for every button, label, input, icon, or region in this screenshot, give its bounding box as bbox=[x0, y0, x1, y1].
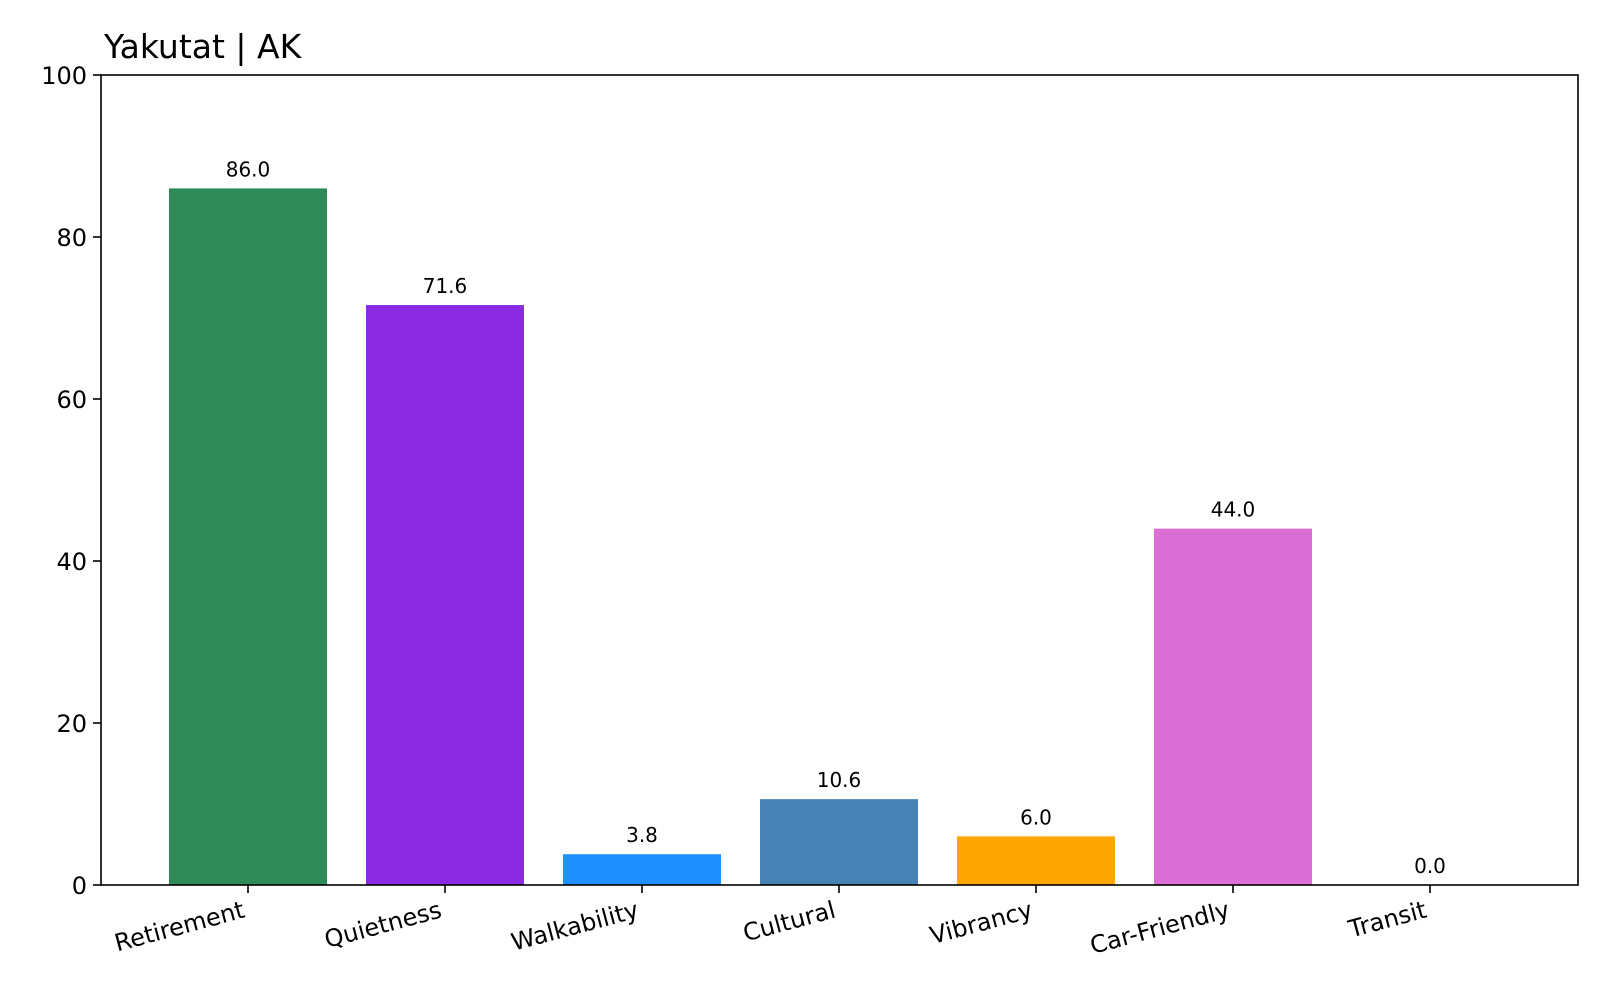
bars-layer bbox=[169, 188, 1312, 885]
bar-quietness bbox=[366, 305, 524, 885]
x-tick-label: Transit bbox=[1345, 896, 1430, 944]
data-label: 44.0 bbox=[1211, 498, 1256, 522]
y-tick-label: 20 bbox=[56, 710, 87, 738]
data-label: 10.6 bbox=[817, 768, 862, 792]
y-axis: 0 20 40 60 80 100 bbox=[41, 62, 101, 900]
x-axis: Retirement Quietness Walkability Cultural Vi… bbox=[112, 885, 1431, 960]
y-tick-label: 80 bbox=[56, 224, 87, 252]
y-tick-label: 0 bbox=[72, 872, 87, 900]
data-label: 6.0 bbox=[1020, 805, 1052, 829]
x-tick-label: Retirement bbox=[112, 896, 248, 958]
data-label: 86.0 bbox=[226, 157, 271, 181]
x-tick-label: Quietness bbox=[321, 896, 444, 954]
bar-retirement bbox=[169, 188, 327, 885]
bar-vibrancy bbox=[957, 836, 1115, 885]
y-tick-label: 40 bbox=[56, 548, 87, 576]
y-tick-label: 100 bbox=[41, 62, 87, 90]
data-labels-layer: 86.0 71.6 3.8 10.6 6.0 44.0 0.0 bbox=[226, 157, 1446, 878]
y-tick-label: 60 bbox=[56, 386, 87, 414]
data-label: 3.8 bbox=[626, 823, 658, 847]
bar-cultural bbox=[760, 799, 918, 885]
chart-title: Yakutat | AK bbox=[103, 27, 303, 66]
bar-walkability bbox=[563, 854, 721, 885]
x-tick-label: Vibrancy bbox=[927, 896, 1036, 950]
x-tick-label: Walkability bbox=[508, 896, 641, 957]
data-label: 71.6 bbox=[423, 274, 468, 298]
data-label: 0.0 bbox=[1414, 854, 1446, 878]
bar-car-friendly bbox=[1154, 528, 1312, 885]
plot-frame bbox=[100, 74, 1579, 886]
x-tick-label: Car-Friendly bbox=[1087, 896, 1233, 960]
x-tick-label: Cultural bbox=[740, 896, 839, 948]
